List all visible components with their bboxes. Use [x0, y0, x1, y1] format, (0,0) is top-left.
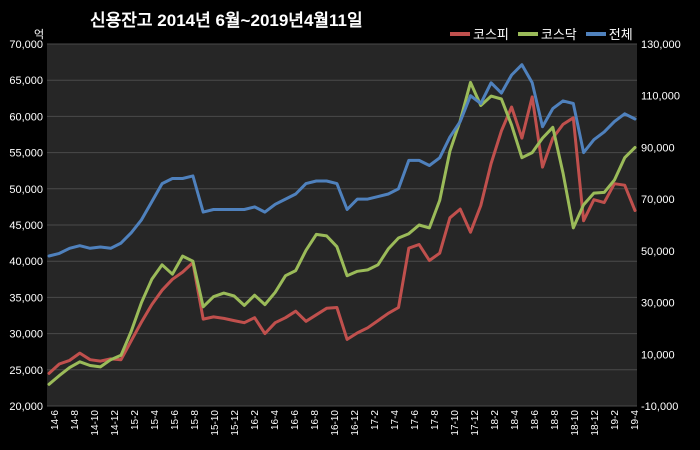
- x-tick-label: 17-8: [430, 410, 441, 430]
- legend-item-total: 전체: [585, 24, 633, 43]
- chart-title: 신용잔고 2014년 6월~2019년4월11일: [90, 11, 363, 30]
- right-tick-label: 90,000: [641, 142, 675, 154]
- x-tick-label: 16-8: [310, 410, 321, 430]
- left-tick-label: 65,000: [9, 75, 43, 87]
- legend-label-kospi: 코스피: [473, 27, 509, 42]
- x-tick-label: 19-2: [610, 410, 621, 430]
- x-tick-label: 16-2: [250, 410, 261, 430]
- x-tick-label: 17-12: [470, 410, 481, 436]
- legend-label-total: 전체: [608, 27, 633, 42]
- x-tick-label: 18-8: [550, 410, 561, 430]
- x-tick-label: 15-4: [150, 410, 161, 430]
- legend-item-kospi: 코스피: [450, 24, 509, 43]
- x-tick-label: 15-2: [130, 410, 141, 430]
- x-tick-label: 15-12: [230, 410, 241, 436]
- left-tick-label: 45,000: [9, 220, 43, 232]
- x-tick-label: 18-12: [590, 410, 601, 436]
- series-line-kospi: [47, 95, 637, 375]
- series-line-total: [47, 63, 637, 258]
- left-tick-label: 25,000: [9, 365, 43, 377]
- x-tick-label: 16-12: [350, 410, 361, 436]
- right-tick-label: 70,000: [641, 194, 675, 206]
- x-tick-label: 17-10: [450, 410, 461, 436]
- right-tick-label: 30,000: [641, 298, 675, 310]
- x-tick-label: 16-4: [270, 410, 281, 430]
- left-tick-label: 35,000: [9, 292, 43, 304]
- series-lines: [47, 63, 637, 386]
- series-line-kosdaq: [47, 80, 637, 386]
- x-tick-label: 19-4: [630, 410, 641, 430]
- x-tick-label: 14-10: [90, 410, 101, 436]
- x-tick-label: 18-6: [530, 410, 541, 430]
- x-tick-label: 16-6: [290, 410, 301, 430]
- legend-item-kosdaq: 코스닥: [517, 24, 577, 43]
- x-tick-label: 14-12: [110, 410, 121, 436]
- left-tick-label: 30,000: [9, 329, 43, 341]
- legend-swatch-total: [585, 31, 606, 36]
- left-tick-label: 60,000: [9, 111, 43, 123]
- gridlines: [47, 43, 637, 407]
- right-tick-label: 10,000: [641, 349, 675, 361]
- right-tick-label: 50,000: [641, 246, 675, 258]
- legend-label-kosdaq: 코스닥: [540, 27, 577, 42]
- x-tick-label: 18-4: [510, 410, 521, 430]
- x-tick-label: 17-2: [370, 410, 381, 430]
- legend: 코스피 코스닥 전체: [450, 24, 633, 43]
- left-tick-label: 50,000: [9, 184, 43, 196]
- legend-swatch-kospi: [450, 31, 470, 36]
- right-tick-label: 110,000: [641, 91, 680, 103]
- right-axis-ticks: -10,000 10,000 30,000 50,000 70,000 90,000 110…: [641, 39, 681, 413]
- right-tick-label: 130,000: [641, 39, 681, 51]
- x-tick-label: 14-8: [70, 410, 81, 430]
- left-tick-label: 55,000: [9, 148, 43, 160]
- left-axis-unit: 억: [34, 29, 45, 41]
- x-tick-label: 15-10: [210, 410, 221, 436]
- x-axis-ticks: 14-6 14-8 14-10 14-12 15-2 15-4 15-6 15-8 15-10 1…: [50, 410, 641, 436]
- left-tick-label: 40,000: [9, 256, 43, 268]
- right-tick-label: -10,000: [641, 401, 678, 413]
- x-tick-label: 15-6: [170, 410, 181, 430]
- legend-swatch-kosdaq: [517, 31, 538, 36]
- x-tick-label: 17-6: [410, 410, 421, 430]
- x-tick-label: 15-8: [190, 410, 201, 430]
- x-tick-label: 18-2: [490, 410, 501, 430]
- x-tick-label: 18-10: [570, 410, 581, 436]
- left-tick-label: 20,000: [9, 401, 43, 413]
- left-axis-ticks: 20,000 25,000 30,000 35,000 40,000 45,000 50,0…: [9, 39, 43, 413]
- x-tick-label: 16-10: [330, 410, 341, 436]
- x-tick-label: 17-4: [390, 410, 401, 430]
- left-tick-label: 70,000: [9, 39, 43, 51]
- x-tick-label: 14-6: [50, 410, 61, 430]
